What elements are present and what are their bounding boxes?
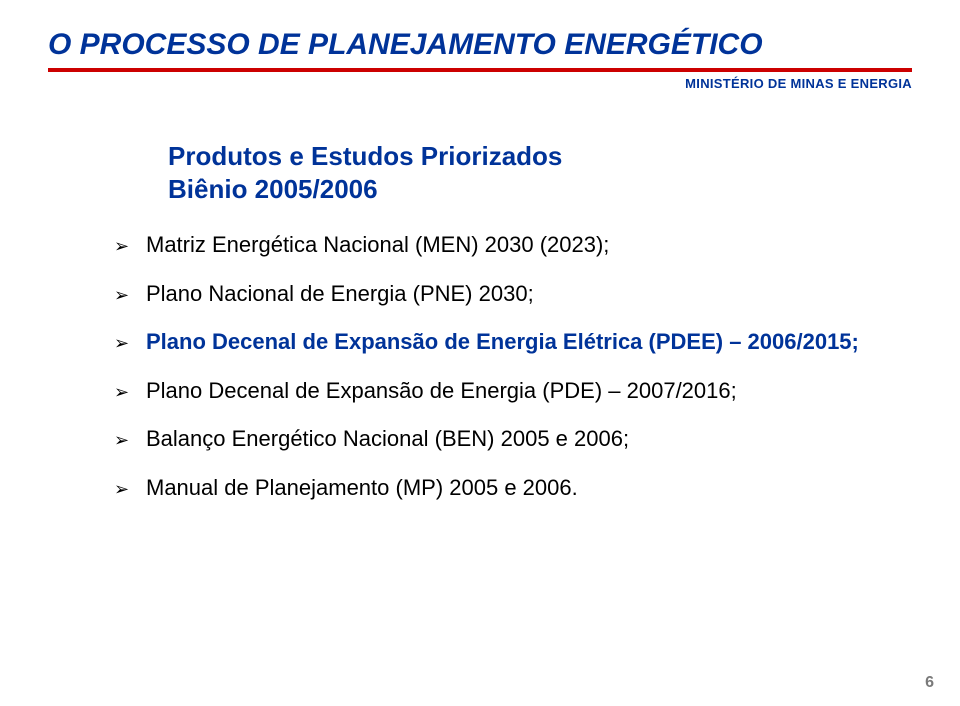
bullet-icon: ➢ <box>114 478 136 501</box>
section-subheading: Biênio 2005/2006 <box>168 174 872 205</box>
list-item-text: Plano Decenal de Expansão de Energia Elé… <box>146 328 859 357</box>
list-item-text: Balanço Energético Nacional (BEN) 2005 e… <box>146 425 629 454</box>
bullet-icon: ➢ <box>114 429 136 452</box>
section-heading: Produtos e Estudos Priorizados <box>168 141 872 172</box>
list-item: ➢ Balanço Energético Nacional (BEN) 2005… <box>114 425 872 454</box>
list-item-text: Plano Decenal de Expansão de Energia (PD… <box>146 377 737 406</box>
bullet-icon: ➢ <box>114 284 136 307</box>
list-item: ➢ Matriz Energética Nacional (MEN) 2030 … <box>114 231 872 260</box>
slide-container: O PROCESSO DE PLANEJAMENTO ENERGÉTICO MI… <box>0 0 960 706</box>
list-item: ➢ Plano Decenal de Expansão de Energia (… <box>114 377 872 406</box>
title-divider <box>48 68 912 72</box>
page-number: 6 <box>925 674 934 692</box>
slide-title: O PROCESSO DE PLANEJAMENTO ENERGÉTICO <box>48 28 912 62</box>
bullet-list: ➢ Matriz Energética Nacional (MEN) 2030 … <box>114 231 872 503</box>
list-item: ➢ Plano Decenal de Expansão de Energia E… <box>114 328 872 357</box>
list-item-text: Plano Nacional de Energia (PNE) 2030; <box>146 280 534 309</box>
bullet-icon: ➢ <box>114 235 136 258</box>
ministry-label: MINISTÉRIO DE MINAS E ENERGIA <box>685 76 912 91</box>
bullet-icon: ➢ <box>114 332 136 355</box>
list-item-text: Matriz Energética Nacional (MEN) 2030 (2… <box>146 231 609 260</box>
bullet-icon: ➢ <box>114 381 136 404</box>
list-item: ➢ Plano Nacional de Energia (PNE) 2030; <box>114 280 872 309</box>
subheader-row: MINISTÉRIO DE MINAS E ENERGIA <box>48 76 912 91</box>
content-area: Produtos e Estudos Priorizados Biênio 20… <box>48 141 912 503</box>
list-item-text: Manual de Planejamento (MP) 2005 e 2006. <box>146 474 578 503</box>
list-item: ➢ Manual de Planejamento (MP) 2005 e 200… <box>114 474 872 503</box>
